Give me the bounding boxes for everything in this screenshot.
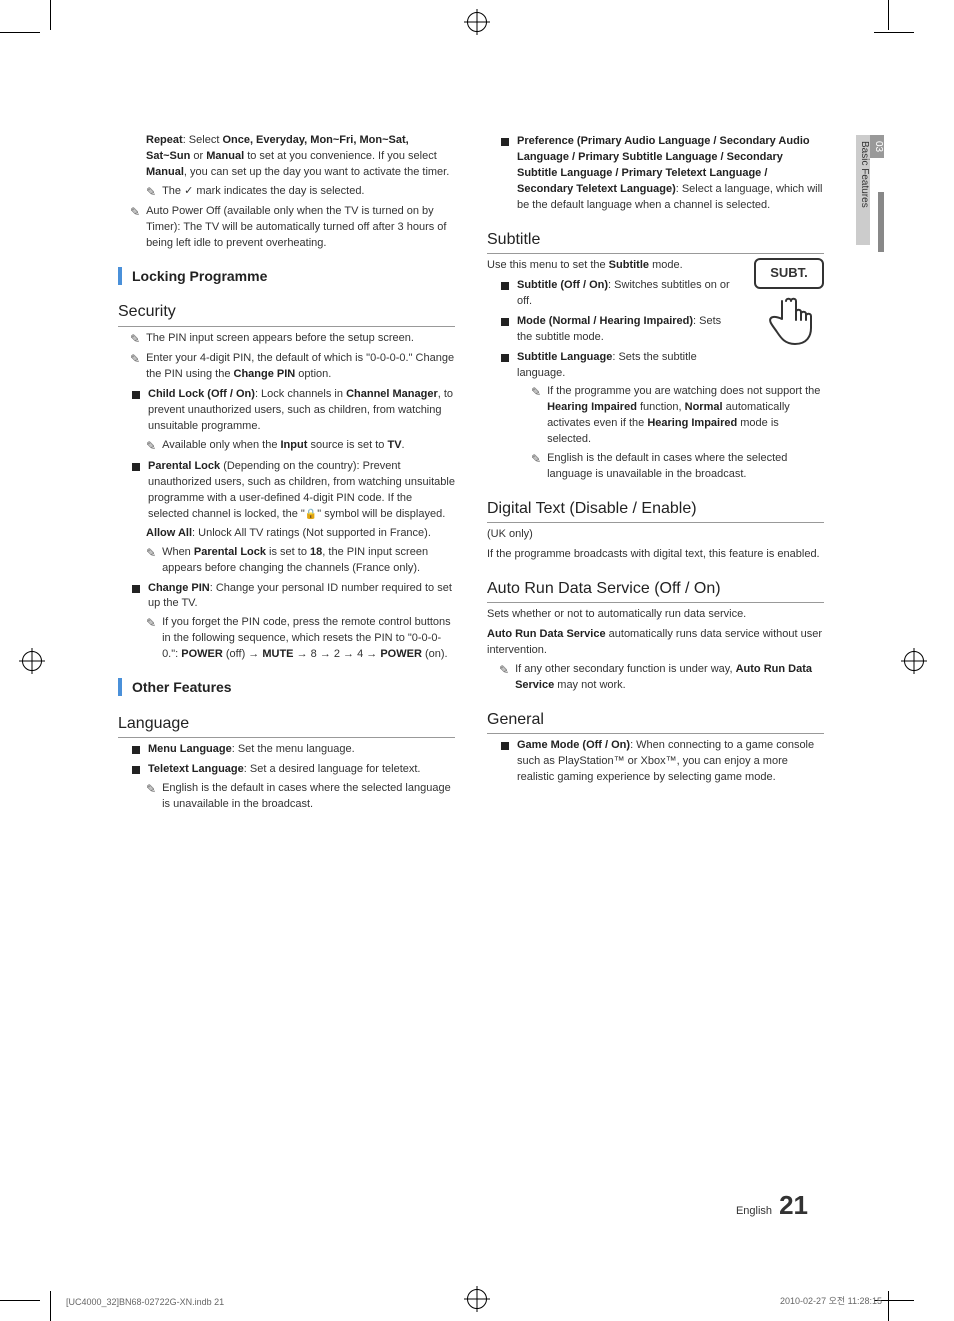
security-note-1: ✎ The PIN input screen appears before th… (118, 331, 455, 348)
footer-doc-ref: [UC4000_32]BN68-02722G-XN.indb 21 (66, 1297, 224, 1307)
note-icon: ✎ (146, 438, 156, 455)
side-tab-number: 03 (870, 135, 884, 158)
content-columns: Repeat: Select Once, Everyday, Mon~Fri, … (118, 130, 824, 815)
side-tab-accent (878, 192, 884, 252)
autorun-body-1: Sets whether or not to automatically run… (487, 607, 824, 623)
section-locking-programme: Locking Programme (118, 266, 455, 286)
repeat-paragraph: Repeat: Select Once, Everyday, Mon~Fri, … (118, 133, 455, 181)
square-bullet-icon (501, 282, 509, 290)
square-bullet-icon (501, 354, 509, 362)
security-note-2: ✎ Enter your 4-digit PIN, the default of… (118, 351, 455, 383)
subtitle-note-2: ✎ English is the default in cases where … (487, 451, 824, 483)
note-icon: ✎ (146, 615, 156, 663)
parental-lock-item: Parental Lock (Depending on the country)… (118, 459, 455, 523)
note-icon: ✎ (146, 545, 156, 577)
subt-button-label: SUBT. (754, 258, 824, 289)
note-icon: ✎ (146, 184, 156, 201)
subtitle-onoff-item: Subtitle (Off / On): Switches subtitles … (487, 278, 734, 310)
page-container: 03 Basic Features Repeat: Select Once, E… (60, 40, 884, 1281)
repeat-lead: Repeat (146, 134, 183, 146)
section-tick (118, 267, 122, 285)
square-bullet-icon (501, 318, 509, 326)
auto-power-note: ✎ Auto Power Off (available only when th… (118, 204, 455, 252)
game-mode-item: Game Mode (Off / On): When connecting to… (487, 738, 824, 786)
general-heading: General (487, 708, 824, 734)
language-heading: Language (118, 712, 455, 738)
note-icon: ✎ (146, 781, 156, 813)
note-icon: ✎ (531, 384, 541, 448)
subtitle-note-1: ✎ If the programme you are watching does… (487, 384, 824, 448)
teletext-note: ✎ English is the default in cases where … (118, 781, 455, 813)
square-bullet-icon (132, 391, 140, 399)
subtitle-block: Use this menu to set the Subtitle mode. … (487, 258, 824, 382)
digital-text-heading: Digital Text (Disable / Enable) (487, 497, 824, 523)
subtitle-heading: Subtitle (487, 228, 824, 254)
hand-pointer-icon (754, 293, 824, 353)
digital-uk: (UK only) (487, 527, 824, 543)
check-icon: ✓ (184, 185, 193, 197)
section-tick (118, 678, 122, 696)
subt-remote-button: SUBT. (754, 258, 824, 359)
change-pin-item: Change PIN: Change your personal ID numb… (118, 581, 455, 613)
square-bullet-icon (132, 766, 140, 774)
child-lock-note: ✎ Available only when the Input source i… (118, 438, 455, 455)
square-bullet-icon (501, 742, 509, 750)
change-pin-note: ✎ If you forget the PIN code, press the … (118, 615, 455, 663)
note-icon: ✎ (130, 331, 140, 348)
subtitle-intro: Use this menu to set the Subtitle mode. (487, 258, 734, 274)
note-icon: ✎ (499, 662, 509, 694)
repeat-note: ✎ The ✓ mark indicates the day is select… (118, 184, 455, 201)
page-number: English 21 (736, 1190, 808, 1221)
security-heading: Security (118, 300, 455, 326)
subtitle-language-item: Subtitle Language: Sets the subtitle lan… (487, 350, 734, 382)
note-icon: ✎ (531, 451, 541, 483)
child-lock-item: Child Lock (Off / On): Lock channels in … (118, 387, 455, 435)
note-icon: ✎ (130, 204, 140, 252)
autorun-body-2: Auto Run Data Service automatically runs… (487, 627, 824, 659)
square-bullet-icon (132, 463, 140, 471)
autorun-note: ✎ If any other secondary function is und… (487, 662, 824, 694)
square-bullet-icon (132, 746, 140, 754)
lock-icon: 🔒 (305, 509, 317, 520)
preference-item: Preference (Primary Audio Language / Sec… (487, 134, 824, 214)
teletext-language-item: Teletext Language: Set a desired languag… (118, 762, 455, 778)
digital-body: If the programme broadcasts with digital… (487, 547, 824, 563)
autorun-heading: Auto Run Data Service (Off / On) (487, 577, 824, 603)
menu-language-item: Menu Language: Set the menu language. (118, 742, 455, 758)
side-tab-label: Basic Features (856, 135, 870, 245)
parental-lock-note: ✎ When Parental Lock is set to 18, the P… (118, 545, 455, 577)
subtitle-mode-item: Mode (Normal / Hearing Impaired): Sets t… (487, 314, 734, 346)
left-column: Repeat: Select Once, Everyday, Mon~Fri, … (118, 130, 455, 815)
square-bullet-icon (501, 138, 509, 146)
right-column: Preference (Primary Audio Language / Sec… (487, 130, 824, 815)
footer-timestamp: 2010-02-27 오전 11:28:15 (780, 1294, 882, 1307)
square-bullet-icon (132, 585, 140, 593)
note-icon: ✎ (130, 351, 140, 383)
allow-all: Allow All: Unlock All TV ratings (Not su… (118, 526, 455, 542)
section-other-features: Other Features (118, 677, 455, 697)
